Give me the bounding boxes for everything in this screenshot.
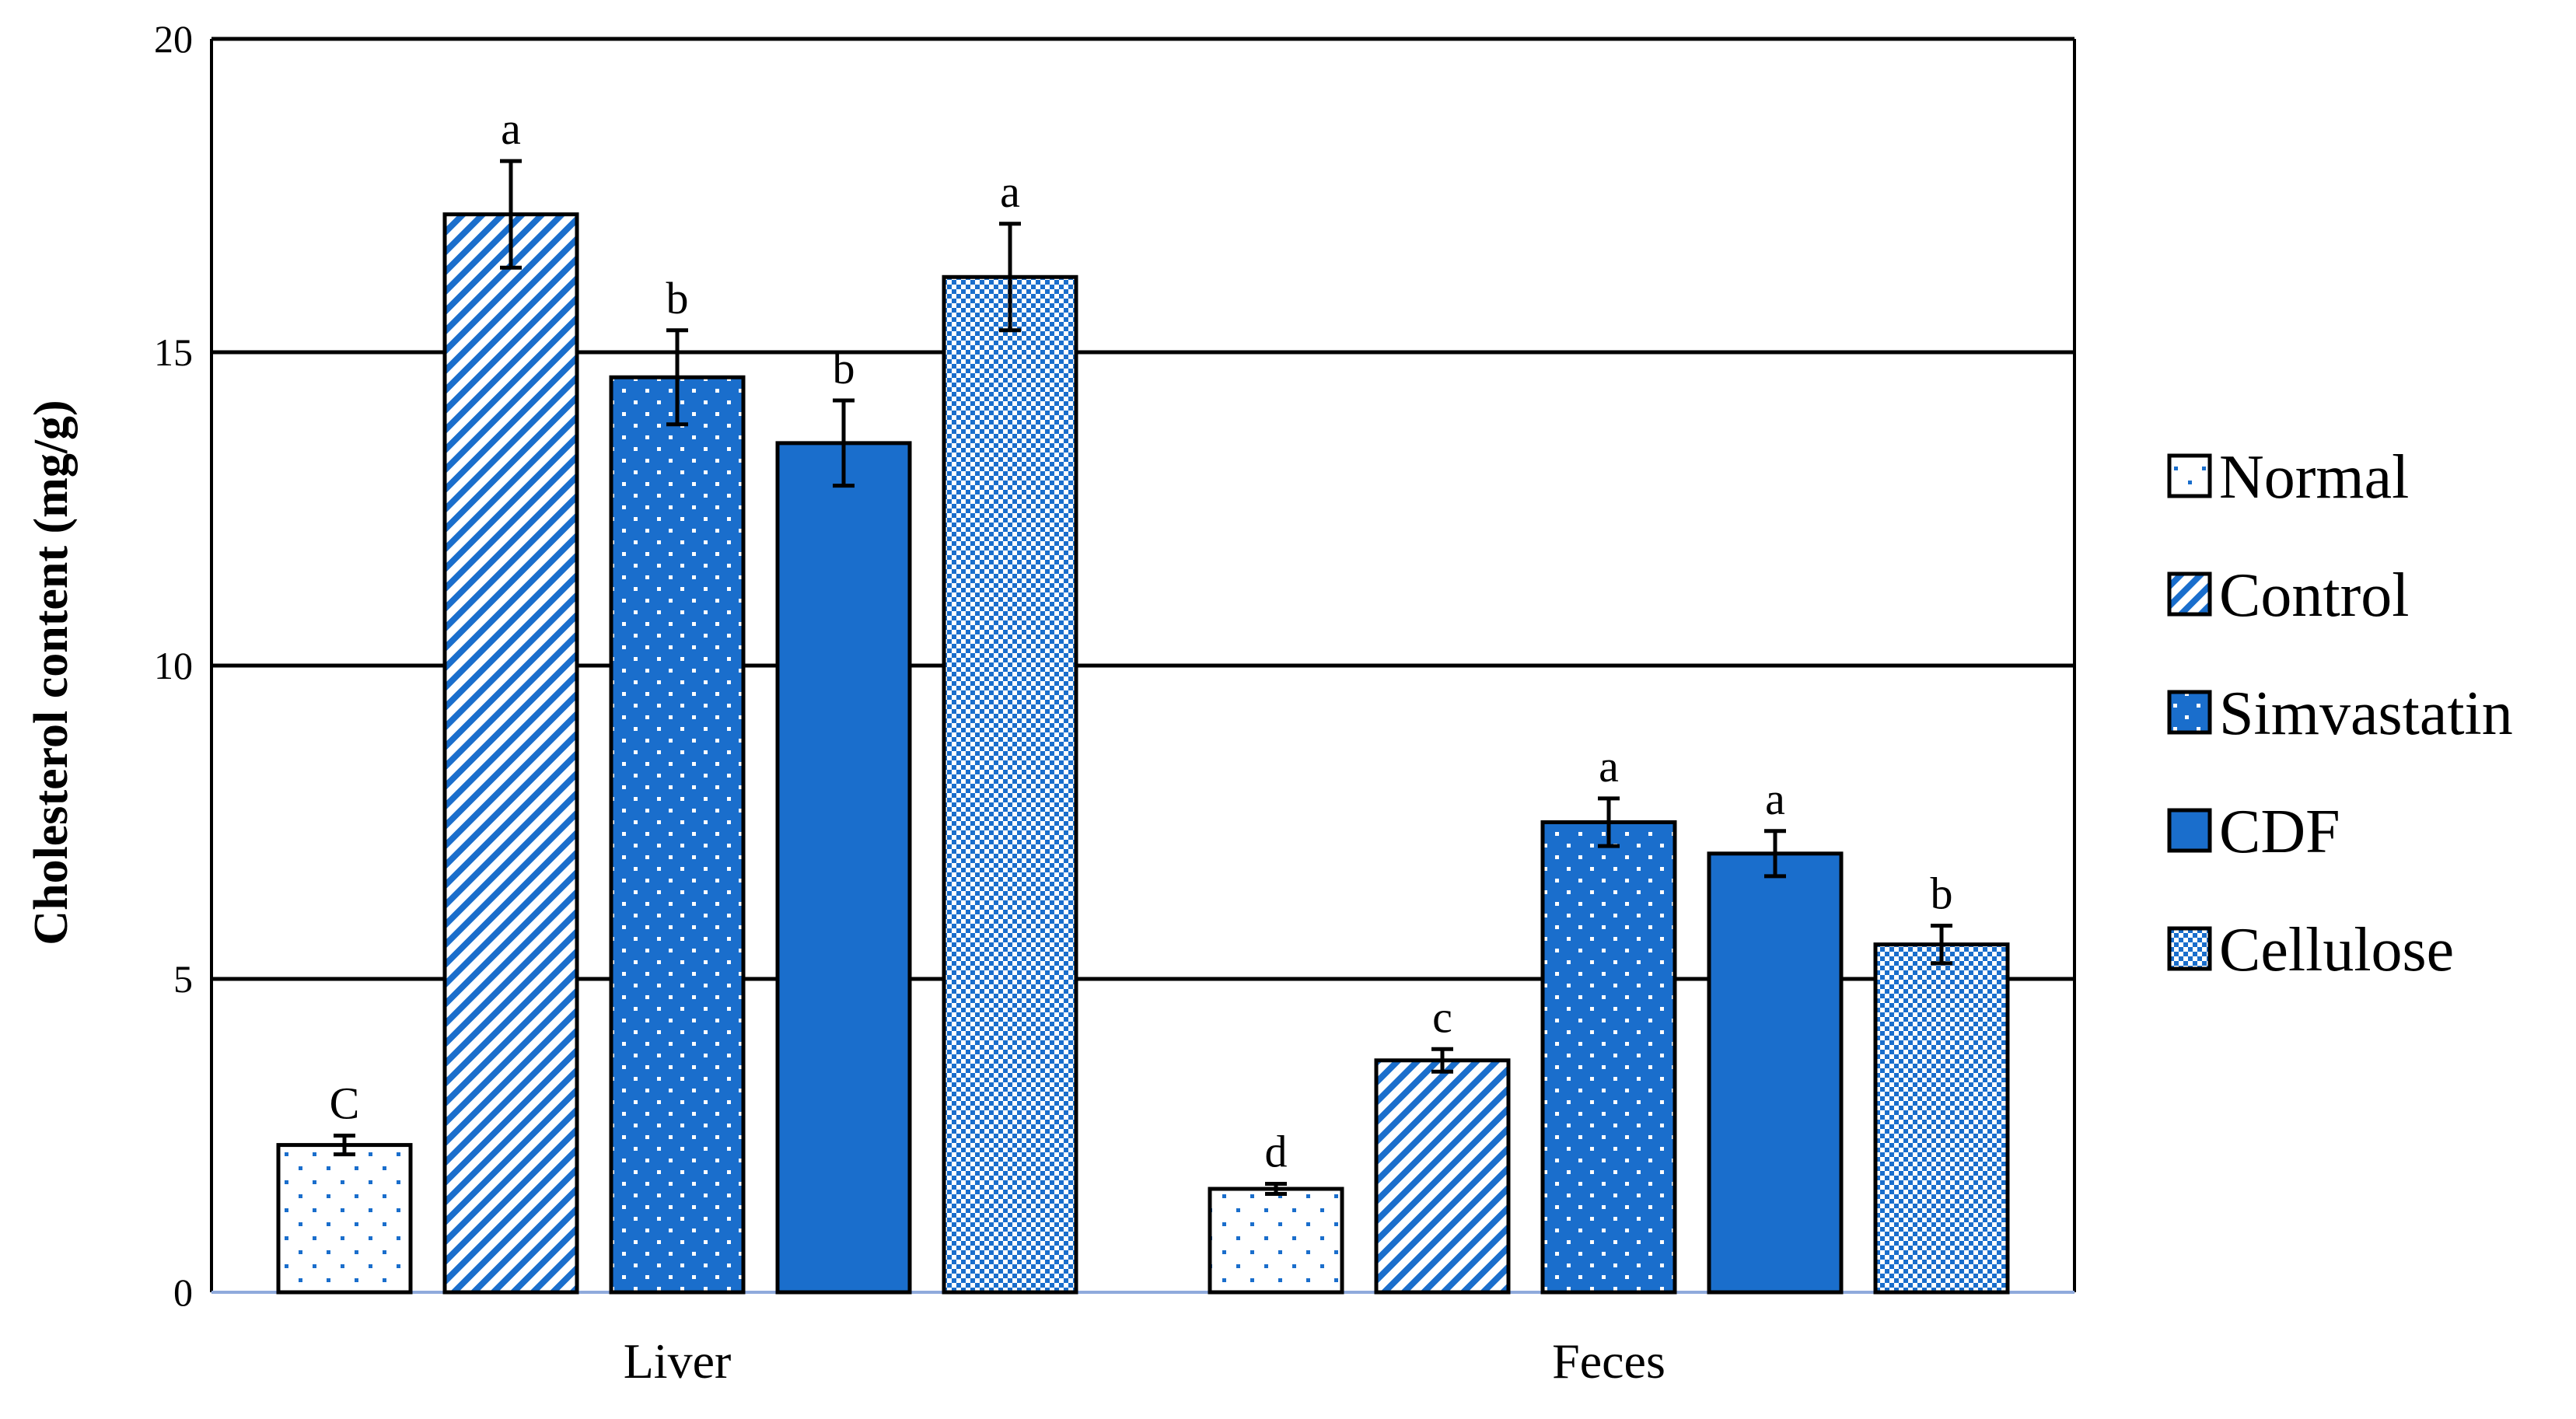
sig-label-cdf-liver: b [833, 343, 855, 393]
y-tick-label-10: 10 [154, 644, 193, 687]
bar-control-liver [442, 212, 579, 1295]
bar-control-feces [1374, 1058, 1511, 1295]
y-tick-label-5: 5 [173, 957, 193, 1001]
bar-cellulose-liver [942, 274, 1078, 1295]
category-label-feces: Feces [1552, 1333, 1665, 1389]
significance-labels: Ca b b a d c a a b [330, 103, 1953, 1176]
y-tick-label-15: 15 [154, 330, 193, 374]
bar-simvastatin-liver [609, 375, 746, 1295]
legend-label-cellulose: Cellulose [2219, 916, 2454, 984]
bar-normal-liver [276, 1143, 413, 1295]
y-axis-label: Cholesterol content (mg/g) [25, 400, 78, 945]
x-category-labels: Liver Feces [624, 1333, 1665, 1389]
bar-normal-feces [1208, 1187, 1344, 1295]
legend: Normal Control Simvastatin CDF Cellulose [2167, 443, 2513, 984]
y-tick-label-0: 0 [173, 1270, 193, 1314]
legend-label-normal: Normal [2219, 443, 2409, 512]
bars [276, 212, 2010, 1295]
sig-label-normal-feces: d [1265, 1127, 1288, 1177]
legend-swatch-cellulose [2167, 926, 2212, 971]
legend-label-control: Control [2219, 561, 2409, 630]
legend-swatch-control [2167, 571, 2212, 617]
sig-label-cellulose-liver: a [1000, 166, 1020, 217]
bar-cdf-liver [775, 441, 912, 1295]
legend-label-cdf: CDF [2219, 798, 2340, 866]
sig-label-normal-liver: C [330, 1078, 360, 1129]
y-tick-labels: 0 5 10 15 20 [154, 17, 193, 1314]
legend-label-simvastatin: Simvastatin [2219, 680, 2513, 748]
y-tick-label-20: 20 [154, 17, 193, 61]
bar-simvastatin-feces [1540, 820, 1677, 1295]
sig-label-simvastatin-feces: a [1599, 741, 1619, 792]
category-label-liver: Liver [624, 1333, 732, 1389]
legend-swatch-cdf [2167, 808, 2212, 853]
error-bars [334, 159, 1952, 1196]
bar-cdf-feces [1707, 851, 1844, 1295]
bar-cellulose-feces [1873, 942, 2010, 1295]
sig-label-cellulose-feces: b [1931, 868, 1953, 918]
legend-swatch-normal [2167, 453, 2212, 498]
sig-label-cdf-feces: a [1765, 774, 1785, 824]
sig-label-simvastatin-liver: b [666, 273, 689, 323]
sig-label-control-liver: a [501, 103, 521, 154]
sig-label-control-feces: c [1432, 991, 1452, 1042]
legend-swatch-simvastatin [2167, 690, 2212, 735]
